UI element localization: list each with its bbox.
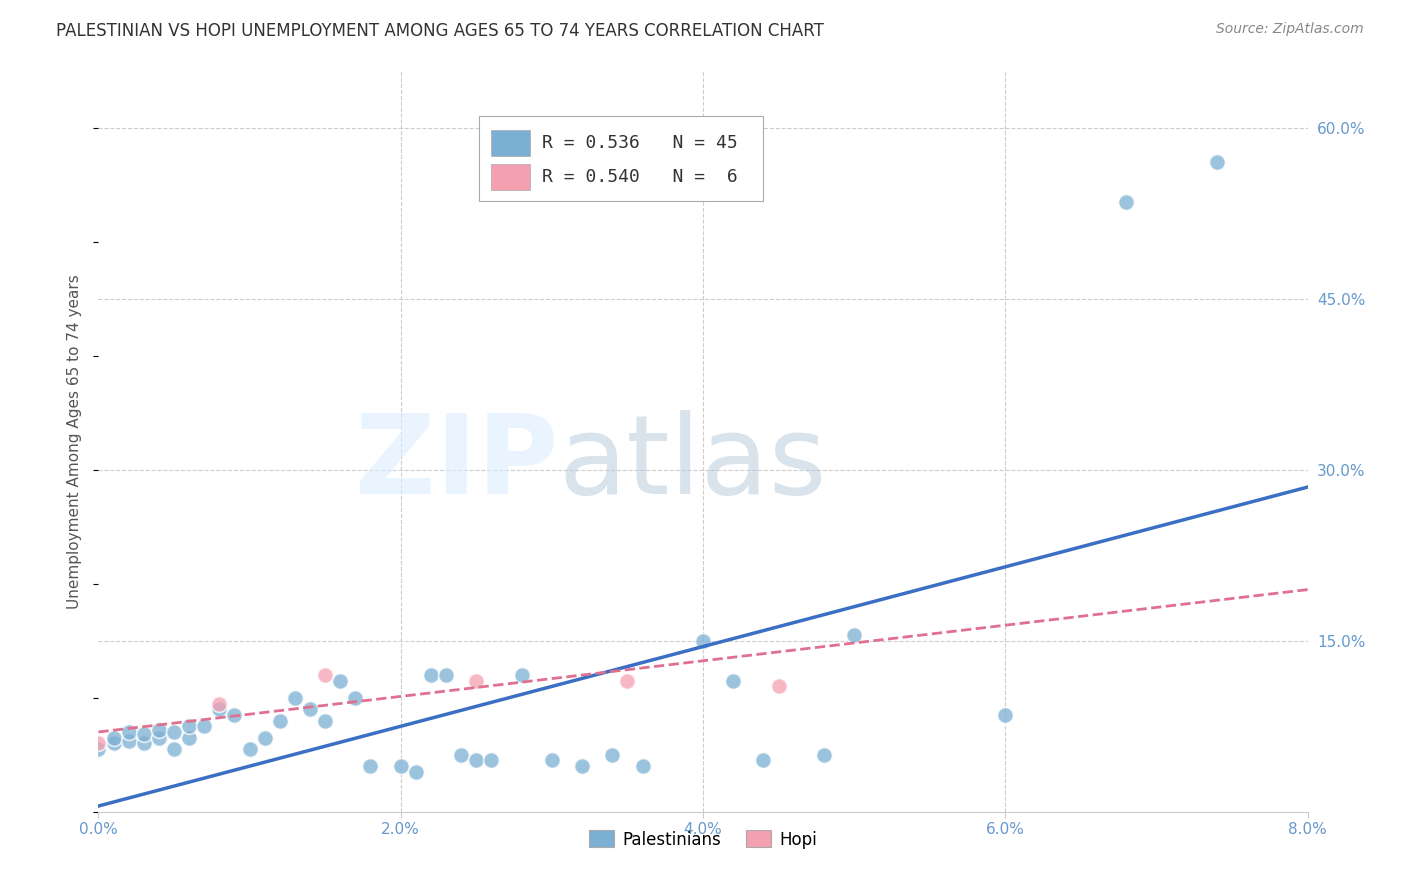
Point bbox=[239, 742, 262, 756]
Point bbox=[540, 754, 562, 768]
Point bbox=[329, 673, 352, 688]
Text: R = 0.536   N = 45: R = 0.536 N = 45 bbox=[543, 134, 738, 152]
Point bbox=[420, 668, 443, 682]
Point bbox=[179, 719, 201, 733]
Point bbox=[389, 759, 412, 773]
Point bbox=[465, 673, 488, 688]
Point bbox=[179, 731, 201, 745]
Point bbox=[692, 633, 714, 648]
Point bbox=[844, 628, 866, 642]
Text: PALESTINIAN VS HOPI UNEMPLOYMENT AMONG AGES 65 TO 74 YEARS CORRELATION CHART: PALESTINIAN VS HOPI UNEMPLOYMENT AMONG A… bbox=[56, 22, 824, 40]
Point bbox=[284, 690, 307, 705]
FancyBboxPatch shape bbox=[492, 164, 530, 190]
Point bbox=[224, 707, 246, 722]
Legend: Palestinians, Hopi: Palestinians, Hopi bbox=[582, 823, 824, 855]
Point bbox=[768, 680, 790, 694]
FancyBboxPatch shape bbox=[492, 129, 530, 156]
Text: Source: ZipAtlas.com: Source: ZipAtlas.com bbox=[1216, 22, 1364, 37]
Point bbox=[571, 759, 593, 773]
Point bbox=[193, 719, 215, 733]
Point bbox=[132, 727, 155, 741]
Point bbox=[450, 747, 472, 762]
Point bbox=[132, 736, 155, 750]
Point bbox=[360, 759, 382, 773]
Text: atlas: atlas bbox=[558, 410, 827, 517]
Point bbox=[616, 673, 638, 688]
Y-axis label: Unemployment Among Ages 65 to 74 years: Unemployment Among Ages 65 to 74 years bbox=[67, 274, 83, 609]
Point bbox=[465, 754, 488, 768]
Point bbox=[994, 707, 1017, 722]
Point bbox=[87, 742, 110, 756]
Point bbox=[253, 731, 276, 745]
FancyBboxPatch shape bbox=[479, 116, 763, 201]
Point bbox=[269, 714, 291, 728]
Point bbox=[103, 731, 125, 745]
Point bbox=[208, 697, 231, 711]
Point bbox=[118, 725, 141, 739]
Text: ZIP: ZIP bbox=[354, 410, 558, 517]
Point bbox=[602, 747, 624, 762]
Point bbox=[1115, 195, 1137, 210]
Point bbox=[314, 714, 336, 728]
Point bbox=[163, 725, 186, 739]
Point bbox=[510, 668, 533, 682]
Point bbox=[148, 731, 170, 745]
Point bbox=[314, 668, 336, 682]
Point bbox=[752, 754, 775, 768]
Point bbox=[1206, 155, 1229, 169]
Point bbox=[163, 742, 186, 756]
Point bbox=[208, 702, 231, 716]
Point bbox=[118, 734, 141, 748]
Point bbox=[87, 736, 110, 750]
Point bbox=[813, 747, 835, 762]
Point bbox=[299, 702, 322, 716]
Text: R = 0.540   N =  6: R = 0.540 N = 6 bbox=[543, 168, 738, 186]
Point bbox=[405, 764, 427, 779]
Point bbox=[631, 759, 654, 773]
Point bbox=[723, 673, 745, 688]
Point bbox=[481, 754, 503, 768]
Point bbox=[344, 690, 367, 705]
Point bbox=[434, 668, 457, 682]
Point bbox=[103, 736, 125, 750]
Point bbox=[148, 723, 170, 737]
